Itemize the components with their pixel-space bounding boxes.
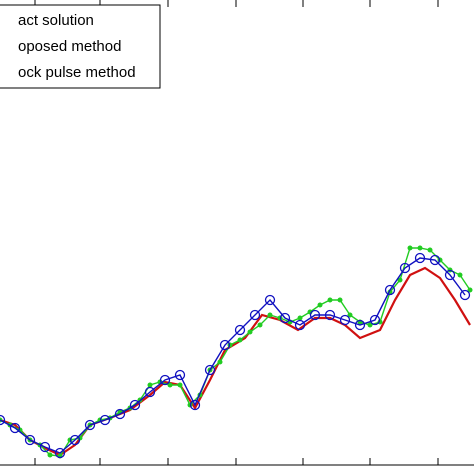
point-marker: [204, 364, 216, 376]
point-marker: [234, 324, 246, 336]
point-marker: [317, 302, 323, 308]
point-marker: [129, 399, 141, 411]
point-marker: [159, 374, 171, 386]
legend-box: [0, 4, 161, 89]
point-marker: [99, 414, 111, 426]
point-marker: [324, 309, 336, 321]
point-marker: [144, 386, 156, 398]
point-marker: [247, 329, 253, 335]
point-marker: [167, 382, 173, 388]
point-marker: [309, 309, 321, 321]
point-marker: [47, 452, 53, 458]
point-marker: [407, 245, 413, 251]
point-marker: [399, 262, 411, 274]
point-marker: [384, 284, 396, 296]
point-marker: [189, 399, 201, 411]
point-marker: [267, 312, 273, 318]
point-marker: [327, 297, 333, 303]
point-marker: [339, 314, 351, 326]
plot-area: [0, 245, 473, 459]
point-marker: [69, 434, 81, 446]
point-marker: [174, 369, 186, 381]
point-marker: [249, 309, 261, 321]
point-marker: [54, 447, 66, 459]
point-marker: [0, 414, 6, 426]
legend-label: ock pulse method: [18, 64, 136, 81]
point-marker: [457, 272, 463, 278]
point-marker: [459, 289, 471, 301]
point-marker: [354, 319, 366, 331]
point-marker: [264, 294, 276, 306]
point-marker: [414, 252, 426, 264]
point-marker: [257, 322, 263, 328]
point-marker: [237, 337, 243, 343]
point-marker: [294, 319, 306, 331]
point-marker: [467, 287, 473, 293]
point-marker: [337, 297, 343, 303]
point-marker: [347, 312, 353, 318]
point-marker: [9, 422, 21, 434]
point-marker: [417, 245, 423, 251]
point-marker: [444, 269, 456, 281]
point-marker: [279, 312, 291, 324]
legend: act solution oposed method ock pulse metho…: [0, 4, 161, 89]
point-marker: [24, 434, 36, 446]
point-marker: [367, 322, 373, 328]
point-marker: [397, 277, 403, 283]
legend-label: act solution: [18, 12, 94, 29]
point-marker: [84, 419, 96, 431]
point-marker: [297, 315, 303, 321]
point-marker: [217, 359, 223, 365]
point-marker: [39, 441, 51, 453]
point-marker: [369, 314, 381, 326]
point-marker: [427, 247, 433, 253]
point-marker: [219, 339, 231, 351]
point-marker: [147, 382, 153, 388]
series-line: [0, 266, 471, 457]
point-marker: [177, 382, 183, 388]
series-line: [0, 257, 466, 454]
point-marker: [114, 408, 126, 420]
point-marker: [429, 254, 441, 266]
legend-label: oposed method: [18, 38, 121, 55]
